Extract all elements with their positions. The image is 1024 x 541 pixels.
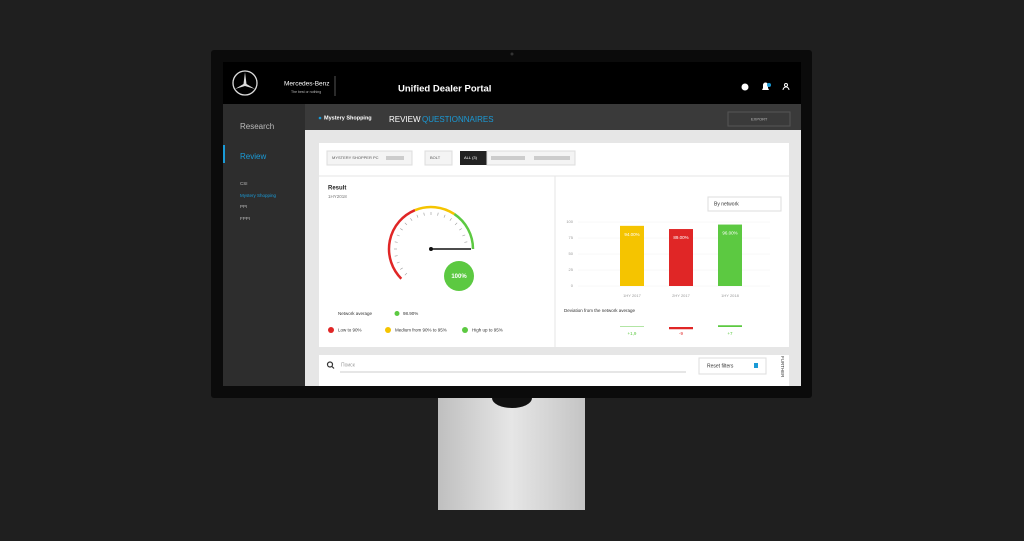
legend-label: Low to 90% [338,328,362,333]
reset-button[interactable] [698,357,767,375]
gauge-value: 100% [451,274,467,280]
legend-label: High up to 95% [472,328,503,333]
portal-title: Unified Dealer Portal [398,84,491,95]
nav-indicator [223,145,225,163]
legend-dot [385,327,391,333]
nav-subitem[interactable]: Mystery Shopping [240,193,277,198]
section-dot [318,116,322,120]
dial-tick [462,234,466,237]
deviation-title: Deviation from the network average [564,308,636,313]
nav-item[interactable]: Review [240,152,266,161]
bolt-select[interactable] [424,150,453,166]
network-select-label: By network [714,201,739,207]
all-label: ALL (3) [464,155,478,160]
header [223,62,801,104]
dial-tick [404,272,408,276]
bolt-label: BOLT [430,155,441,160]
dial-tick [400,267,403,270]
gauge-band [414,205,456,216]
network-select[interactable] [707,196,782,212]
dial-tick [464,241,468,243]
reset-label: Reset filters [707,363,734,369]
gauge-badge [444,261,474,291]
network-average-label: Network average [338,311,373,316]
dial-tick [449,218,452,221]
dial-tick [394,241,398,243]
y-tick-label: 100 [566,219,573,224]
network-average-value: 98.90% [403,311,418,316]
tab[interactable]: QUESTIONNAIRES [422,115,494,124]
shopper-select[interactable] [326,150,413,166]
x-tick-label: 2HY 2017 [672,293,690,298]
search-icon [326,361,335,369]
bar [620,225,644,286]
toolbar [305,104,801,130]
user-icon[interactable] [782,83,790,91]
bar [718,224,742,286]
export-label: EXPORT [751,117,768,122]
camera [510,52,514,56]
x-tick-label: 1HY 2018 [721,293,739,298]
nav-subitem[interactable]: FPPI [240,216,250,221]
y-tick-label: 25 [569,267,574,272]
dial-tick [396,234,400,237]
result-period: 1HY2018 [328,194,347,199]
bar [669,327,693,330]
search-input[interactable]: Поиск [341,362,356,368]
section-name: Mystery Shopping [324,115,372,121]
y-tick-label: 50 [569,251,574,256]
deviation-label: -9 [679,331,683,336]
y-tick-label: 0 [571,283,574,288]
notification-badge [767,83,771,87]
sidebar [223,104,305,386]
dial-tick [400,228,403,231]
dial-tick [394,255,398,257]
dial-tick [404,222,408,226]
help-icon[interactable] [741,83,749,91]
bar-label: 89.00% [673,235,688,240]
bar [718,325,742,327]
dial-tick [416,214,419,218]
blurred-value [534,156,570,160]
gauge-hub [429,247,433,251]
y-tick-label: 75 [569,235,574,240]
all-button[interactable] [460,151,487,165]
legend-dot [328,327,334,333]
trash-icon [754,363,758,368]
dial-tick [396,261,400,264]
filter-buttons[interactable] [486,150,576,166]
result-title: Result [328,186,346,192]
bar-label: 96.00% [722,231,737,236]
deviation-label: +1,9 [628,331,637,336]
dial-tick [454,222,458,226]
nav-item[interactable]: Research [240,122,274,131]
network-average-dot [394,311,400,316]
bar [669,229,693,286]
gauge-band [387,209,416,280]
tab[interactable]: REVIEW [389,115,421,124]
dial-tick [443,214,446,218]
export-button[interactable] [727,111,791,127]
dial-tick [437,212,439,216]
x-tick-label: 1HY 2017 [623,293,641,298]
blurred-value [386,156,404,160]
legend-dot [462,327,468,333]
legend-label: Medium from 90% to 95% [395,328,447,333]
side-tab[interactable]: FURTHER [780,356,785,378]
brand: Mercedes-Benz [284,81,330,88]
shopper-label: MYSTERY SHOPPER PC [332,155,379,160]
blurred-value [491,156,525,160]
bar-label: 94.00% [624,232,639,237]
gauge-band [453,213,475,250]
nav-subitem[interactable]: PPI [240,204,247,209]
dial-tick [459,228,462,231]
dial-tick [423,212,425,216]
deviation-label: +7 [727,331,733,336]
nav-subitem[interactable]: CSI [240,181,248,186]
dial-tick [410,218,413,221]
tagline: The best or nothing [291,90,321,94]
logo [232,70,258,96]
stand [438,398,585,510]
